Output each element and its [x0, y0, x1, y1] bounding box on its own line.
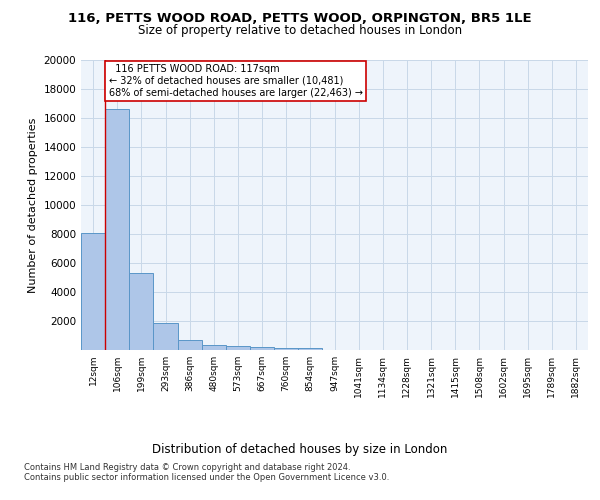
Bar	[226, 346, 250, 350]
Bar	[154, 323, 178, 350]
Bar	[81, 232, 105, 350]
Bar	[298, 348, 322, 350]
Text: Contains public sector information licensed under the Open Government Licence v3: Contains public sector information licen…	[24, 472, 389, 482]
Bar	[250, 347, 274, 350]
Bar	[178, 340, 202, 350]
Bar	[129, 273, 154, 350]
Bar	[105, 110, 129, 350]
Text: Size of property relative to detached houses in London: Size of property relative to detached ho…	[138, 24, 462, 37]
Text: 116 PETTS WOOD ROAD: 117sqm
← 32% of detached houses are smaller (10,481)
68% of: 116 PETTS WOOD ROAD: 117sqm ← 32% of det…	[109, 64, 363, 98]
Text: Contains HM Land Registry data © Crown copyright and database right 2024.: Contains HM Land Registry data © Crown c…	[24, 462, 350, 471]
Bar	[274, 348, 298, 350]
Text: 116, PETTS WOOD ROAD, PETTS WOOD, ORPINGTON, BR5 1LE: 116, PETTS WOOD ROAD, PETTS WOOD, ORPING…	[68, 12, 532, 26]
Text: Distribution of detached houses by size in London: Distribution of detached houses by size …	[152, 442, 448, 456]
Bar	[202, 345, 226, 350]
Y-axis label: Number of detached properties: Number of detached properties	[28, 118, 38, 292]
